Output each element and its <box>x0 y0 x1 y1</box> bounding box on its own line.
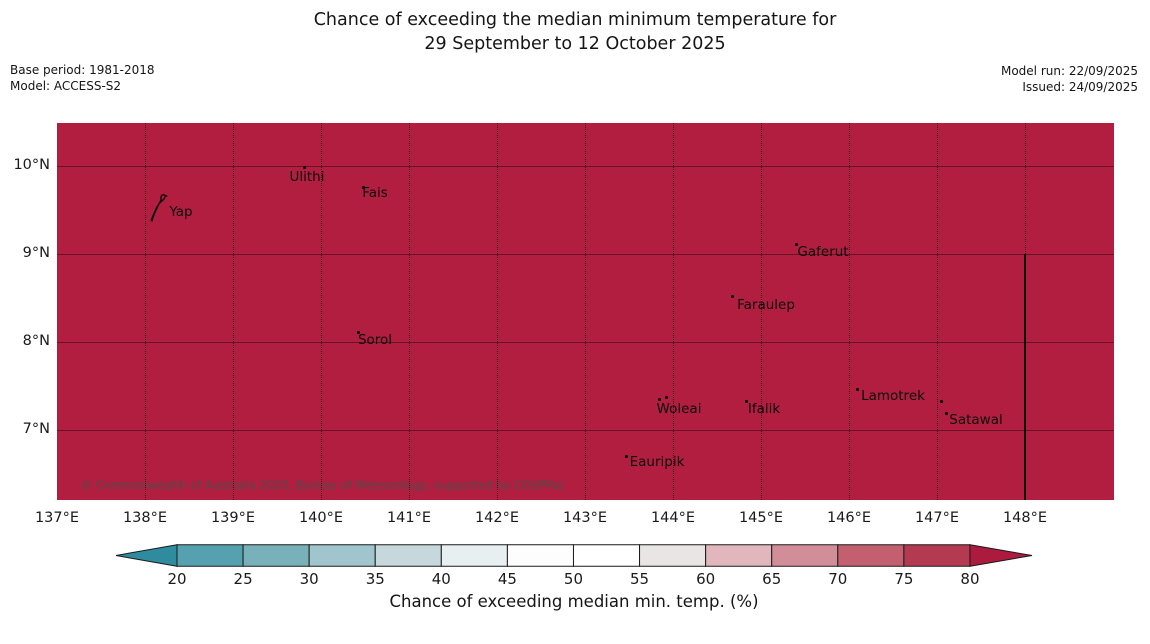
yap-island-outline <box>150 194 168 222</box>
colorbar-segment <box>176 544 244 567</box>
colorbar-tick-label: 70 <box>828 570 848 588</box>
longitude-gridline <box>145 123 146 500</box>
title-line-2: 29 September to 12 October 2025 <box>424 34 726 54</box>
island-dot <box>945 412 948 415</box>
colorbar-segment <box>572 544 641 567</box>
base-period-text: Base period: 1981-2018 <box>10 63 155 77</box>
colorbar-segment <box>705 544 773 567</box>
x-axis-tick-label: 148°E <box>1002 510 1048 526</box>
colorbar-segment <box>440 544 508 567</box>
colorbar-tick-label: 65 <box>762 570 782 588</box>
longitude-gridline <box>585 123 586 500</box>
latitude-gridline <box>57 166 1114 167</box>
island-dot <box>303 166 306 169</box>
island-dot <box>665 396 668 399</box>
island-label-ifalik: Ifalik <box>747 401 781 417</box>
colorbar-segment <box>506 544 574 567</box>
x-axis-tick-label: 147°E <box>914 510 960 526</box>
island-dot <box>856 388 859 391</box>
colorbar-tick-label: 40 <box>431 570 451 588</box>
colorbar-arrow-left <box>115 544 178 567</box>
x-axis-tick-label: 144°E <box>650 510 696 526</box>
colorbar-tick-label: 75 <box>894 570 914 588</box>
island-dot <box>362 186 365 189</box>
colorbar-tick-label: 45 <box>497 570 517 588</box>
island-label-yap: Yap <box>169 204 193 220</box>
x-axis-tick-label: 140°E <box>298 510 344 526</box>
island-dot <box>357 331 360 334</box>
colorbar-tick-label: 20 <box>167 570 187 588</box>
colorbar-svg <box>115 544 1033 567</box>
colorbar-tick-label: 30 <box>299 570 319 588</box>
colorbar-tick-label: 25 <box>233 570 253 588</box>
longitude-gridline <box>321 123 322 500</box>
model-run-text: Model run: 22/09/2025 <box>1000 64 1138 78</box>
longitude-gridline <box>849 123 850 500</box>
island-label-faraulep: Faraulep <box>737 297 795 313</box>
colorbar-segment <box>903 544 971 567</box>
longitude-gridline <box>409 123 410 500</box>
latitude-gridline <box>57 254 1114 255</box>
model-text: Model: ACCESS-S2 <box>10 78 122 93</box>
colorbar-tick-label: 60 <box>696 570 716 588</box>
longitude-gridline <box>761 123 762 500</box>
island-dot <box>745 400 748 403</box>
copyright-text: © Commonwealth of Australia 2025, Bureau… <box>81 478 566 492</box>
island-label-satawal: Satawal <box>949 412 1003 428</box>
island-dot <box>658 398 661 401</box>
island-dot <box>795 243 798 246</box>
island-label-fais: Fais <box>362 185 388 201</box>
island-label-gaferut: Gaferut <box>797 244 849 260</box>
island-label-sorol: Sorol <box>357 332 393 348</box>
longitude-gridline <box>233 123 234 500</box>
meta-right: Model run: 22/09/2025 Issued: 24/09/2025 <box>1001 64 1138 95</box>
colorbar-segment <box>639 544 707 567</box>
island-label-lamotrek: Lamotrek <box>861 388 925 404</box>
x-axis-tick-label: 141°E <box>386 510 432 526</box>
latitude-gridline <box>57 430 1114 431</box>
meta-left: Base period: 1981-2018 Model: ACCESS-S2 <box>10 63 155 94</box>
longitude-gridline <box>937 123 938 500</box>
longitude-gridline <box>673 123 674 500</box>
x-axis-tick-label: 138°E <box>122 510 168 526</box>
figure-title: Chance of exceeding the median minimum t… <box>0 8 1150 56</box>
title-line-1: Chance of exceeding the median minimum t… <box>313 10 837 30</box>
colorbar-segment <box>374 544 442 567</box>
longitude-gridline <box>497 123 498 500</box>
y-axis-tick-label: 10°N <box>13 157 50 173</box>
colorbar <box>115 544 1033 567</box>
colorbar-arrow-right <box>969 544 1033 567</box>
x-axis-tick-label: 146°E <box>826 510 872 526</box>
y-axis-tick-label: 8°N <box>22 333 50 349</box>
island-dot <box>731 295 734 298</box>
x-axis-tick-label: 139°E <box>210 510 256 526</box>
colorbar-segment <box>242 544 310 567</box>
colorbar-segment <box>771 544 839 567</box>
island-dot <box>625 455 628 458</box>
colorbar-tick-label: 55 <box>630 570 650 588</box>
island-dot <box>940 400 943 403</box>
island-label-eauripik: Eauripik <box>629 454 685 470</box>
island-label-ulithi: Ulithi <box>289 169 325 185</box>
colorbar-tick-label: 35 <box>365 570 385 588</box>
issued-text: Issued: 24/09/2025 <box>1022 79 1138 94</box>
island-label-woleai: Woleai <box>656 401 702 417</box>
colorbar-segment <box>308 544 376 567</box>
x-axis-tick-label: 143°E <box>562 510 608 526</box>
colorbar-axis-label: Chance of exceeding median min. temp. (%… <box>389 592 759 611</box>
latitude-gridline <box>57 342 1114 343</box>
colorbar-tick-label: 80 <box>960 570 980 588</box>
x-axis-tick-label: 142°E <box>474 510 520 526</box>
colorbar-segment <box>837 544 905 567</box>
boundary-line-148e <box>1024 254 1026 500</box>
map-plot: © Commonwealth of Australia 2025, Bureau… <box>57 123 1114 500</box>
x-axis-tick-label: 145°E <box>738 510 784 526</box>
y-axis-tick-label: 7°N <box>22 421 50 437</box>
y-axis-tick-label: 9°N <box>22 245 50 261</box>
colorbar-tick-label: 50 <box>563 570 584 588</box>
x-axis-tick-label: 137°E <box>34 510 80 526</box>
